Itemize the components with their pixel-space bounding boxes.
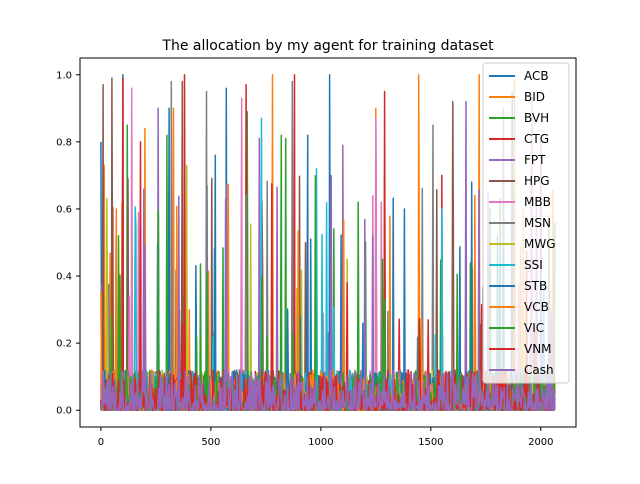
y-tick-label: 0.8: [56, 137, 72, 148]
legend-box: [482, 62, 570, 384]
legend: ACB BID BVH CTG FPT HPG MBB MSN MWG SSI STB VCB VIC V…: [482, 62, 570, 384]
legend-label: BID: [524, 90, 545, 104]
plot-frame: [79, 57, 577, 428]
y-tick-label: 0.4: [56, 272, 72, 283]
series-line-cash: [100, 174, 556, 411]
x-axis: 0 500 1000 1500 2000: [98, 427, 554, 448]
y-tick-label: 0.6: [56, 204, 72, 215]
legend-label: Cash: [524, 363, 554, 377]
legend-label: SSI: [524, 258, 543, 272]
legend-label: CTG: [524, 132, 549, 146]
y-tick-label: 0.2: [56, 339, 72, 350]
legend-label: MBB: [524, 195, 551, 209]
x-tick-label: 1500: [418, 437, 443, 448]
x-tick-label: 1000: [308, 437, 333, 448]
x-tick-label: 500: [201, 437, 220, 448]
legend-label: VCB: [524, 300, 549, 314]
y-axis: 0.0 0.2 0.4 0.6 0.8 1.0: [56, 70, 80, 417]
legend-label: VIC: [524, 321, 544, 335]
x-tick-label: 2000: [528, 437, 553, 448]
legend-label: BVH: [524, 111, 549, 125]
x-tick-label: 0: [98, 437, 104, 448]
y-tick-label: 0.0: [56, 406, 72, 417]
legend-label: ACB: [524, 69, 549, 83]
legend-label: FPT: [524, 153, 546, 167]
legend-label: MWG: [524, 237, 556, 251]
legend-label: MSN: [524, 216, 551, 230]
chart-title: The allocation by my agent for training …: [161, 38, 494, 54]
legend-label: VNM: [524, 342, 552, 356]
series-line-vnm: [100, 141, 556, 411]
legend-label: STB: [524, 279, 547, 293]
legend-label: HPG: [524, 174, 550, 188]
y-tick-label: 1.0: [56, 70, 72, 81]
